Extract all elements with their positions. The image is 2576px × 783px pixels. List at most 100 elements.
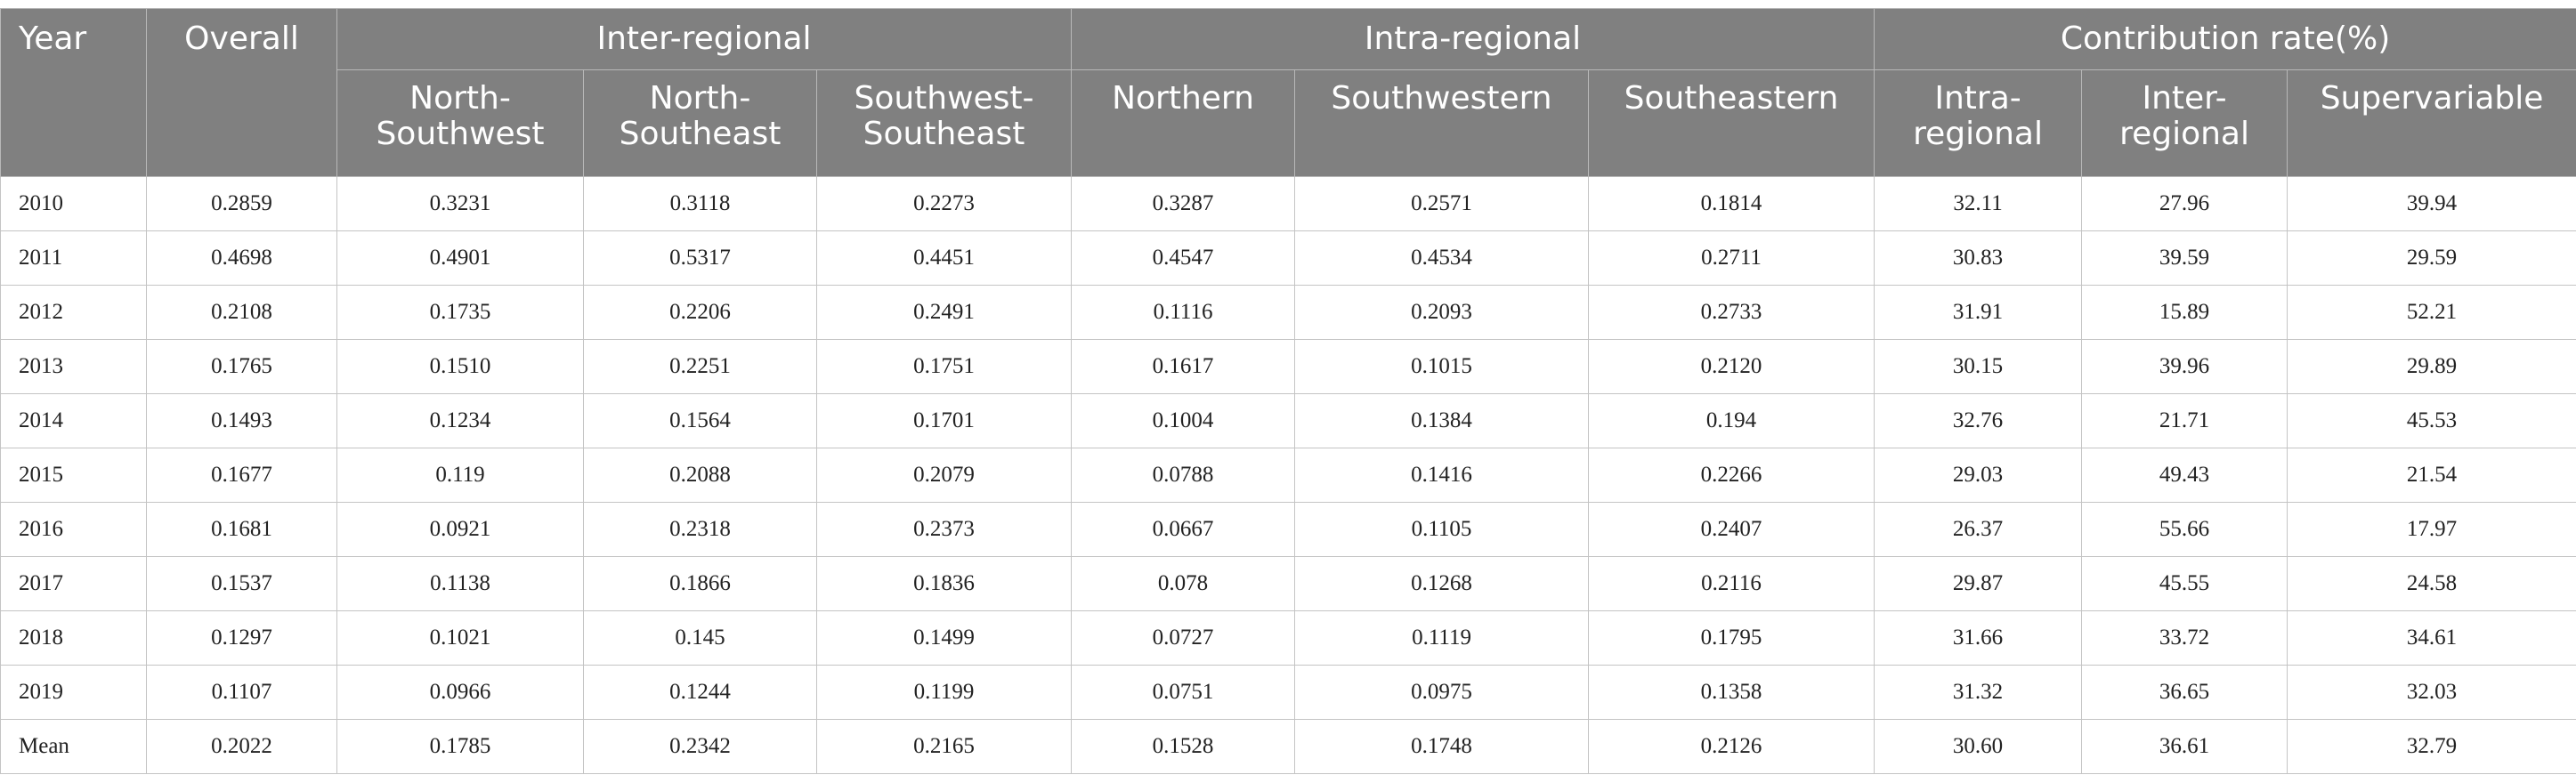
table-cell: 39.96 <box>2081 339 2288 394</box>
table-cell: 45.55 <box>2081 556 2288 611</box>
table-cell: 0.2373 <box>815 502 1073 557</box>
table-cell: 0.1234 <box>336 393 584 448</box>
table-cell: 0.194 <box>1588 393 1875 448</box>
table-cell: 31.91 <box>1874 285 2083 340</box>
table-cell: 0.2022 <box>146 719 337 774</box>
table-cell: 2016 <box>0 502 147 557</box>
table-cell: 0.1138 <box>336 556 584 611</box>
table-cell: 2010 <box>0 176 147 231</box>
table-cell: 31.66 <box>1874 610 2083 666</box>
table-cell: 49.43 <box>2081 448 2288 503</box>
column-header: Year <box>0 8 147 177</box>
table-cell: 32.11 <box>1874 176 2083 231</box>
table-cell: 0.1681 <box>146 502 337 557</box>
table-cell: 0.1107 <box>146 665 337 720</box>
table-cell: 0.2859 <box>146 176 337 231</box>
table-cell: 0.1677 <box>146 448 337 503</box>
table-cell: 29.89 <box>2287 339 2576 394</box>
table-cell: 0.4698 <box>146 230 337 286</box>
table-cell: 0.1416 <box>1294 448 1590 503</box>
table-cell: 0.3287 <box>1071 176 1296 231</box>
table-cell: 34.61 <box>2287 610 2576 666</box>
table-cell: 36.61 <box>2081 719 2288 774</box>
table-cell: 0.0966 <box>336 665 584 720</box>
table-cell: 0.1199 <box>815 665 1073 720</box>
table-cell: 24.58 <box>2287 556 2576 611</box>
table-cell: 0.1528 <box>1071 719 1296 774</box>
table-cell: 52.21 <box>2287 285 2576 340</box>
table-cell: 0.0751 <box>1071 665 1296 720</box>
column-header: North-Southwest <box>336 69 584 177</box>
table: Year Overall Inter-regional Intra-regional C… <box>0 8 2576 774</box>
group-header: Intra-regional <box>1071 8 1875 70</box>
table-cell: 0.1836 <box>815 556 1073 611</box>
table-cell: 0.1297 <box>146 610 337 666</box>
table-cell: 0.4534 <box>1294 230 1590 286</box>
table-cell: 0.3231 <box>336 176 584 231</box>
table-cell: 0.145 <box>583 610 817 666</box>
table-cell: 21.71 <box>2081 393 2288 448</box>
table-cell: 0.2342 <box>583 719 817 774</box>
table-cell: 0.2079 <box>815 448 1073 503</box>
table-cell: 0.2407 <box>1588 502 1875 557</box>
table-cell: 0.2088 <box>583 448 817 503</box>
table-cell: 26.37 <box>1874 502 2083 557</box>
table-cell: 30.15 <box>1874 339 2083 394</box>
table-row: 2010 0.2859 0.3231 0.3118 0.2273 0.3287 0.2571… <box>0 176 2576 231</box>
table-cell: 0.1765 <box>146 339 337 394</box>
table-cell: 0.0667 <box>1071 502 1296 557</box>
table-cell: 32.76 <box>1874 393 2083 448</box>
table-cell: 0.119 <box>336 448 584 503</box>
table-cell: 2014 <box>0 393 147 448</box>
table-cell: 0.2206 <box>583 285 817 340</box>
table-row: 2012 0.2108 0.1735 0.2206 0.2491 0.1116 0.2093… <box>0 285 2576 340</box>
table-cell: 17.97 <box>2287 502 2576 557</box>
table-cell: 55.66 <box>2081 502 2288 557</box>
table-cell: 0.2491 <box>815 285 1073 340</box>
table-cell: 0.2318 <box>583 502 817 557</box>
table-cell: 29.03 <box>1874 448 2083 503</box>
table-cell: 0.4547 <box>1071 230 1296 286</box>
table-cell: 32.79 <box>2287 719 2576 774</box>
table-cell: 21.54 <box>2287 448 2576 503</box>
group-header: Contribution rate(%) <box>1874 8 2576 70</box>
table-cell: 27.96 <box>2081 176 2288 231</box>
column-header: North-Southeast <box>583 69 817 177</box>
table-cell: 0.1785 <box>336 719 584 774</box>
table-cell: 0.0788 <box>1071 448 1296 503</box>
column-header: Inter-regional <box>2081 69 2288 177</box>
table-cell: 0.1866 <box>583 556 817 611</box>
table-cell: 0.1119 <box>1294 610 1590 666</box>
table-header: Year Overall Inter-regional Intra-regional C… <box>0 8 2576 177</box>
table-cell: 0.0975 <box>1294 665 1590 720</box>
table-cell: 0.2165 <box>815 719 1073 774</box>
table-row: 2011 0.4698 0.4901 0.5317 0.4451 0.4547 0.4534… <box>0 230 2576 286</box>
table-cell: 2018 <box>0 610 147 666</box>
table-cell: 0.1735 <box>336 285 584 340</box>
table-cell: 0.4901 <box>336 230 584 286</box>
table-cell: 0.1116 <box>1071 285 1296 340</box>
column-header: Southwestern <box>1294 69 1590 177</box>
table-cell: 45.53 <box>2287 393 2576 448</box>
table-cell: 0.2116 <box>1588 556 1875 611</box>
table-cell: 0.1358 <box>1588 665 1875 720</box>
table-row: 2015 0.1677 0.119 0.2088 0.2079 0.0788 0.1416 0… <box>0 448 2576 503</box>
table-cell: 2019 <box>0 665 147 720</box>
column-header: Overall <box>146 8 337 177</box>
table-row: 2018 0.1297 0.1021 0.145 0.1499 0.0727 0.1119 0… <box>0 610 2576 666</box>
table-cell: 0.2126 <box>1588 719 1875 774</box>
column-header: Northern <box>1071 69 1296 177</box>
table-cell: 30.60 <box>1874 719 2083 774</box>
table-cell: 0.1015 <box>1294 339 1590 394</box>
table-row: 2017 0.1537 0.1138 0.1866 0.1836 0.078 0.1268 0… <box>0 556 2576 611</box>
table-cell: 31.32 <box>1874 665 2083 720</box>
table-row: Mean 0.2022 0.1785 0.2342 0.2165 0.1528 0.1748… <box>0 719 2576 774</box>
group-header: Inter-regional <box>336 8 1073 70</box>
table-cell: 32.03 <box>2287 665 2576 720</box>
table-cell: 36.65 <box>2081 665 2288 720</box>
table-cell: 0.1105 <box>1294 502 1590 557</box>
table-cell: 2013 <box>0 339 147 394</box>
table-cell: 29.87 <box>1874 556 2083 611</box>
table-cell: 2011 <box>0 230 147 286</box>
